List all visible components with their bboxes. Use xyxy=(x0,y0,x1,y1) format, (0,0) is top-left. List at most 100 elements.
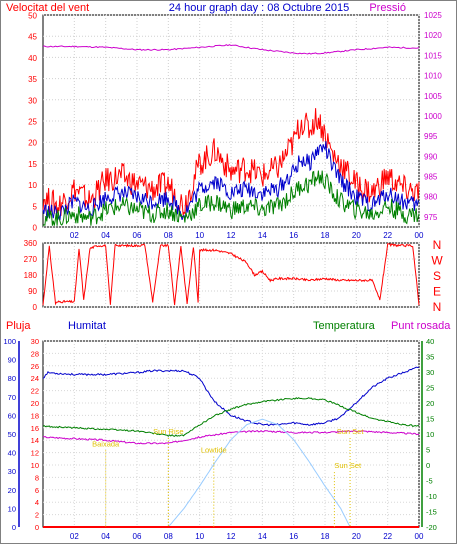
wind-grid xyxy=(43,14,420,228)
wind-x-tick: 02 xyxy=(70,231,79,240)
temp-x-tick: 06 xyxy=(133,532,142,541)
rain-y-tick: 10 xyxy=(31,461,39,470)
wind-y-tick: 35 xyxy=(28,75,37,84)
temp-y-tick: -10 xyxy=(426,492,437,501)
temp-x-tick: 12 xyxy=(227,532,236,541)
temp-series-Radiació xyxy=(167,418,351,528)
direction-series xyxy=(42,243,420,306)
pressure-y-tick: 995 xyxy=(424,132,438,141)
compass-label: E xyxy=(433,285,441,299)
rain-y-tick: 4 xyxy=(35,498,39,507)
humidity-y-tick: 30 xyxy=(8,467,16,476)
wind-axes: 0510152025303540455097598098599099510001… xyxy=(28,11,442,240)
temp-series-Humitat xyxy=(42,366,420,427)
pressure-y-tick: 1015 xyxy=(424,51,442,60)
humidity-y-tick: 80 xyxy=(8,374,16,383)
annotation-label: Sun Rise xyxy=(153,427,183,436)
compass-label: W xyxy=(431,254,443,268)
temp-y-tick: 10 xyxy=(426,430,434,439)
wind-series-wind xyxy=(42,170,420,227)
annotation-label: Sun Set xyxy=(334,461,362,470)
rain-y-tick: 16 xyxy=(31,424,39,433)
annotation-label: Baixada xyxy=(92,439,120,448)
wind-x-tick: 22 xyxy=(383,231,392,240)
pressure-y-tick: 985 xyxy=(424,173,438,182)
wind-x-tick: 12 xyxy=(227,231,236,240)
temp-series-Punt rosada xyxy=(42,429,420,445)
wind-series-Pressió xyxy=(42,44,420,55)
rain-y-tick: 2 xyxy=(35,511,39,520)
rain-y-tick: 18 xyxy=(31,411,39,420)
humidity-label: Humitat xyxy=(68,320,106,332)
wind-y-tick: 0 xyxy=(33,224,38,233)
wind-x-tick: 14 xyxy=(258,231,267,240)
annotation-label: Lowtide xyxy=(201,446,227,455)
rain-y-tick: 28 xyxy=(31,349,39,358)
humidity-y-tick: 10 xyxy=(8,504,16,513)
direction-y-tick: 180 xyxy=(24,271,38,280)
rain-y-tick: 8 xyxy=(35,473,39,482)
temp-grid xyxy=(43,340,420,528)
wind-y-tick: 5 xyxy=(33,202,38,211)
wind-y-tick: 40 xyxy=(28,54,37,63)
wind-x-tick: 04 xyxy=(101,231,110,240)
humidity-y-tick: 0 xyxy=(12,523,16,532)
temp-x-tick: 10 xyxy=(195,532,204,541)
wind-y-tick: 30 xyxy=(28,96,37,105)
pressure-y-tick: 1020 xyxy=(424,31,442,40)
direction-y-tick: 90 xyxy=(28,287,37,296)
compass-label: N xyxy=(433,300,442,314)
chart-title: 24 hour graph day : 08 Octubre 2015 xyxy=(169,2,349,14)
humidity-y-tick: 50 xyxy=(8,430,16,439)
pressure-label: Pressió xyxy=(369,2,406,14)
wind-series-gust xyxy=(42,108,420,216)
pressure-y-tick: 1005 xyxy=(424,92,442,101)
wind-y-tick: 50 xyxy=(28,12,37,21)
direction-trace xyxy=(42,243,420,306)
rain-y-tick: 26 xyxy=(31,362,39,371)
temp-series xyxy=(42,366,420,528)
sun-tide-annotations: Sun Rise Sun Set Baixada Lowtide Sun Set xyxy=(92,427,364,527)
temp-y-tick: -20 xyxy=(426,523,437,532)
temp-x-tick: 16 xyxy=(289,532,298,541)
wind-x-tick: 20 xyxy=(352,231,361,240)
temp-axes: 0246810121416182022242628300102030405060… xyxy=(3,337,436,541)
temp-y-tick: 5 xyxy=(426,446,430,455)
dewpoint-label: Punt rosada xyxy=(391,320,451,332)
temp-x-tick: 18 xyxy=(321,532,330,541)
wind-y-tick: 25 xyxy=(28,118,37,127)
temperature-label: Temperatura xyxy=(313,320,376,332)
pressure-y-tick: 980 xyxy=(424,193,438,202)
temp-y-tick: 25 xyxy=(426,384,434,393)
rain-y-tick: 6 xyxy=(35,486,39,495)
humidity-y-tick: 60 xyxy=(8,411,16,420)
wind-x-tick: 00 xyxy=(415,231,424,240)
rain-y-tick: 24 xyxy=(31,374,39,383)
wind-series xyxy=(42,44,420,227)
temp-y-tick: 15 xyxy=(426,415,434,424)
humidity-y-tick: 40 xyxy=(8,449,16,458)
pressure-y-tick: 990 xyxy=(424,152,438,161)
temp-x-tick: 04 xyxy=(101,532,110,541)
wind-x-tick: 18 xyxy=(321,231,330,240)
wind-y-tick: 45 xyxy=(28,33,37,42)
wind-x-tick: 16 xyxy=(289,231,298,240)
temp-series-Temperatura xyxy=(42,397,420,437)
temp-y-tick: 35 xyxy=(426,353,434,362)
temp-x-tick: 08 xyxy=(164,532,173,541)
rain-y-tick: 22 xyxy=(31,387,39,396)
wind-x-tick: 08 xyxy=(164,231,173,240)
pressure-y-tick: 1010 xyxy=(424,72,442,81)
wind-series-average xyxy=(42,141,420,221)
pressure-y-tick: 1025 xyxy=(424,11,442,20)
annotation-label: Sun Set xyxy=(337,427,365,436)
temp-y-tick: 40 xyxy=(426,337,434,346)
pressure-y-tick: 975 xyxy=(424,213,438,222)
rain-label: Pluja xyxy=(6,320,31,332)
rain-y-tick: 12 xyxy=(31,449,39,458)
wind-y-tick: 20 xyxy=(28,139,37,148)
temp-y-tick: 30 xyxy=(426,368,434,377)
wind-y-tick: 10 xyxy=(28,181,37,190)
